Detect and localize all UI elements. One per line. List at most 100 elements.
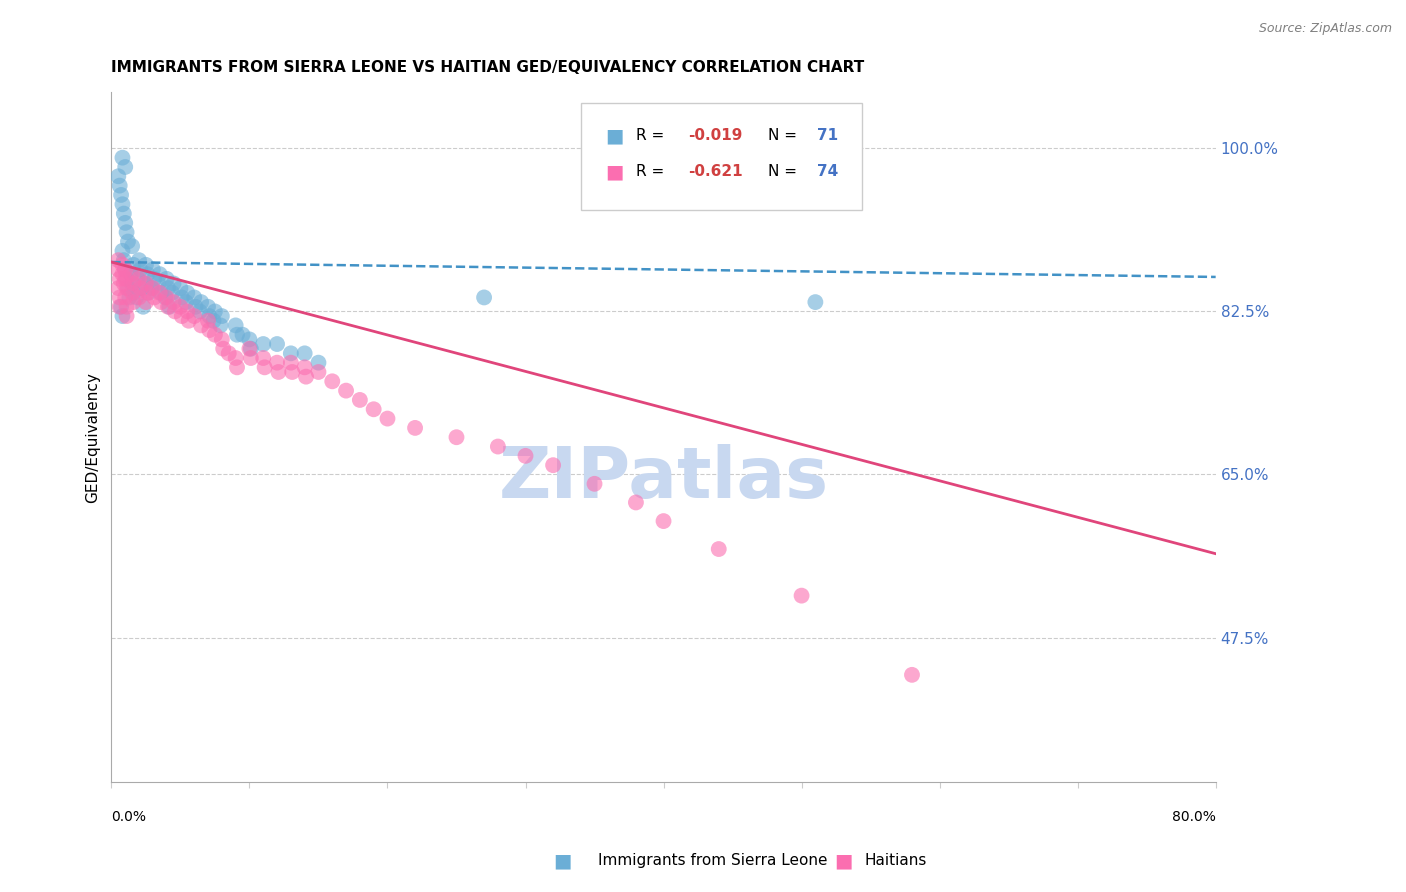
Point (218, 346, 240, 360)
Point (226, 327, 249, 342)
Point (446, 430, 468, 444)
Point (121, 285, 143, 300)
Point (135, 258, 157, 272)
Point (143, 290, 166, 304)
Point (294, 346, 316, 360)
Point (120, 267, 142, 281)
Point (111, 267, 134, 281)
Point (112, 277, 135, 291)
Text: ■: ■ (605, 162, 623, 181)
Point (238, 332, 260, 346)
Point (349, 392, 371, 407)
Text: Source: ZipAtlas.com: Source: ZipAtlas.com (1258, 22, 1392, 36)
Point (295, 369, 318, 384)
Point (707, 542, 730, 557)
Text: R =: R = (636, 128, 669, 144)
Point (111, 258, 134, 272)
Point (198, 309, 221, 323)
Point (294, 360, 316, 375)
Point (176, 285, 198, 300)
Point (108, 290, 131, 304)
Point (197, 314, 219, 328)
Point (117, 281, 139, 295)
Point (169, 300, 191, 314)
Point (515, 449, 537, 463)
Text: ■: ■ (605, 127, 623, 145)
Point (142, 281, 165, 295)
Point (266, 337, 288, 351)
Point (183, 290, 205, 304)
Point (155, 290, 177, 304)
Point (176, 304, 198, 318)
Point (280, 346, 302, 360)
Point (118, 290, 141, 304)
Point (583, 476, 606, 491)
Point (107, 253, 129, 268)
Point (266, 356, 288, 370)
Point (114, 290, 136, 304)
Point (110, 300, 132, 314)
Point (114, 262, 136, 277)
Point (135, 295, 157, 310)
Point (204, 327, 226, 342)
Text: ZIPatlas: ZIPatlas (499, 444, 828, 513)
Point (239, 351, 262, 365)
Point (253, 360, 276, 375)
Point (252, 337, 274, 351)
Point (541, 458, 564, 472)
Point (252, 351, 274, 365)
Point (132, 300, 155, 314)
Text: 74: 74 (817, 164, 838, 179)
Point (472, 290, 495, 304)
Point (142, 262, 165, 277)
Point (232, 327, 254, 342)
Text: ■: ■ (834, 851, 853, 871)
Point (107, 169, 129, 184)
Text: -0.621: -0.621 (688, 164, 742, 179)
Point (156, 300, 179, 314)
Point (198, 323, 221, 337)
Point (150, 285, 173, 300)
Point (184, 300, 207, 314)
Point (135, 277, 157, 291)
Text: -0.019: -0.019 (688, 128, 742, 144)
Point (790, 589, 813, 603)
Point (156, 290, 179, 304)
Point (211, 332, 233, 346)
Point (141, 281, 163, 295)
Text: ■: ■ (553, 851, 572, 871)
Point (150, 295, 173, 310)
Point (114, 272, 136, 286)
Point (204, 304, 226, 318)
Point (143, 272, 166, 286)
Point (121, 267, 143, 281)
Point (239, 342, 262, 356)
Point (197, 300, 219, 314)
FancyBboxPatch shape (581, 103, 862, 210)
Point (149, 285, 172, 300)
Point (111, 197, 134, 211)
Point (112, 253, 135, 268)
Point (122, 295, 145, 310)
Point (128, 290, 150, 304)
Point (148, 277, 170, 291)
Point (363, 402, 385, 417)
Point (163, 304, 186, 318)
Point (111, 309, 134, 323)
Point (162, 277, 184, 291)
Point (225, 351, 247, 365)
Text: R =: R = (636, 164, 669, 179)
Point (115, 309, 138, 323)
Point (211, 309, 233, 323)
Point (404, 421, 426, 435)
Point (901, 668, 924, 682)
Point (107, 262, 129, 277)
Point (134, 277, 156, 291)
Point (190, 318, 212, 333)
Point (177, 314, 200, 328)
Point (156, 272, 179, 286)
Point (121, 277, 143, 291)
Text: Haitians: Haitians (865, 854, 927, 868)
Point (117, 235, 139, 249)
Text: IMMIGRANTS FROM SIERRA LEONE VS HAITIAN GED/EQUIVALENCY CORRELATION CHART: IMMIGRANTS FROM SIERRA LEONE VS HAITIAN … (111, 60, 865, 75)
